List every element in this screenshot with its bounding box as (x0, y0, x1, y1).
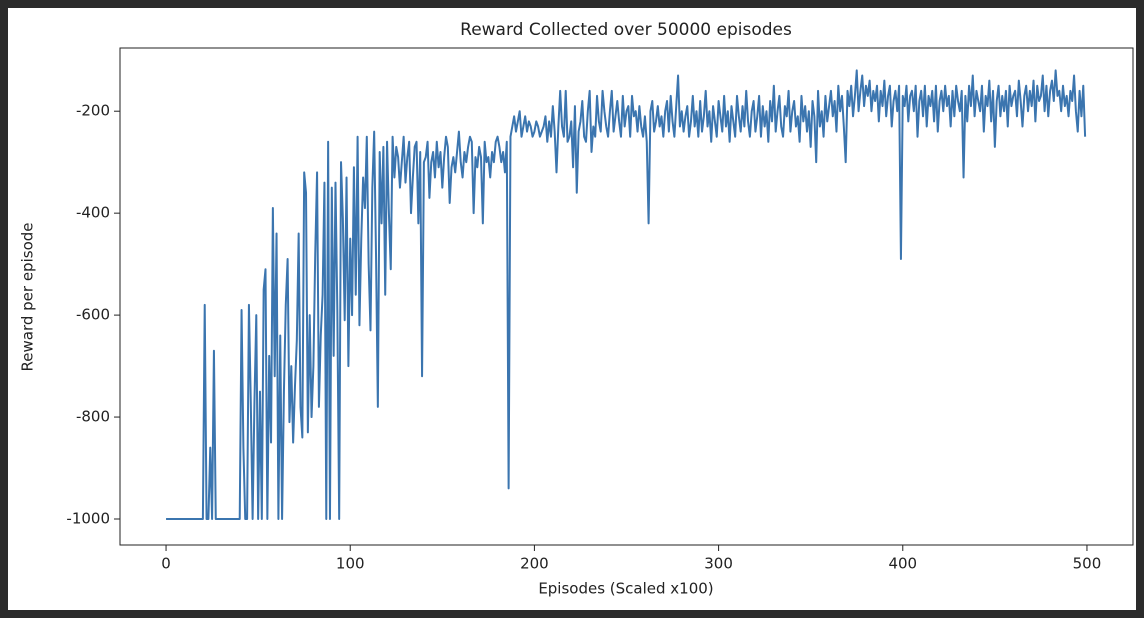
x-tick-label: 200 (520, 555, 549, 573)
figure-background (8, 8, 1136, 610)
data-line (166, 69, 1087, 520)
y-tick-label: -200 (76, 102, 110, 120)
axes-frame (119, 47, 1134, 546)
y-tick-label: -600 (76, 306, 110, 324)
x-tick-label: 100 (336, 555, 365, 573)
y-tick-label: -400 (76, 204, 110, 222)
x-tick-label: 500 (1073, 555, 1102, 573)
y-tick-label: -800 (76, 408, 110, 426)
y-tick-label: -1000 (66, 510, 110, 528)
x-tick-label: 0 (161, 555, 171, 573)
x-tick-label: 300 (704, 555, 733, 573)
chart-title: Reward Collected over 50000 episodes (460, 20, 792, 40)
y-axis-label: Reward per episode (19, 223, 37, 372)
x-axis-label: Episodes (Scaled x100) (538, 580, 713, 598)
x-tick-label: 400 (888, 555, 917, 573)
